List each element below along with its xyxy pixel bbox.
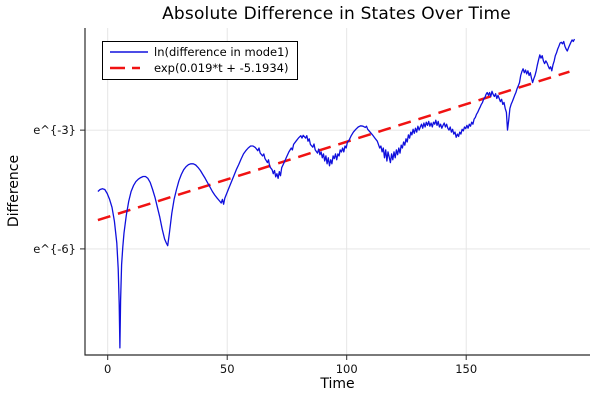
chart-title: Absolute Difference in States Over Time bbox=[162, 4, 511, 24]
x-axis-label: Time bbox=[320, 376, 355, 392]
x-tick-label: 50 bbox=[220, 362, 235, 376]
y-tick-label: e^{-6} bbox=[33, 242, 76, 256]
legend-line-solid-icon bbox=[110, 51, 148, 53]
y-tick-label: e^{-3} bbox=[33, 123, 76, 137]
x-tick-label: 0 bbox=[104, 362, 111, 376]
fit-line bbox=[97, 70, 570, 222]
legend-label-fit: exp(0.019*t + -5.1934) bbox=[154, 61, 289, 75]
legend-label-series: ln(difference in mode1) bbox=[154, 45, 289, 59]
x-tick-label: 100 bbox=[336, 362, 358, 376]
legend-item-series: ln(difference in mode1) bbox=[109, 44, 289, 60]
x-tick-label: 150 bbox=[455, 362, 477, 376]
y-axis-label: Difference bbox=[6, 154, 22, 228]
legend-line-dashed-icon bbox=[110, 66, 148, 70]
legend: ln(difference in mode1) exp(0.019*t + -5… bbox=[102, 41, 298, 80]
series-line bbox=[97, 38, 576, 349]
legend-item-fit: exp(0.019*t + -5.1934) bbox=[109, 60, 289, 76]
